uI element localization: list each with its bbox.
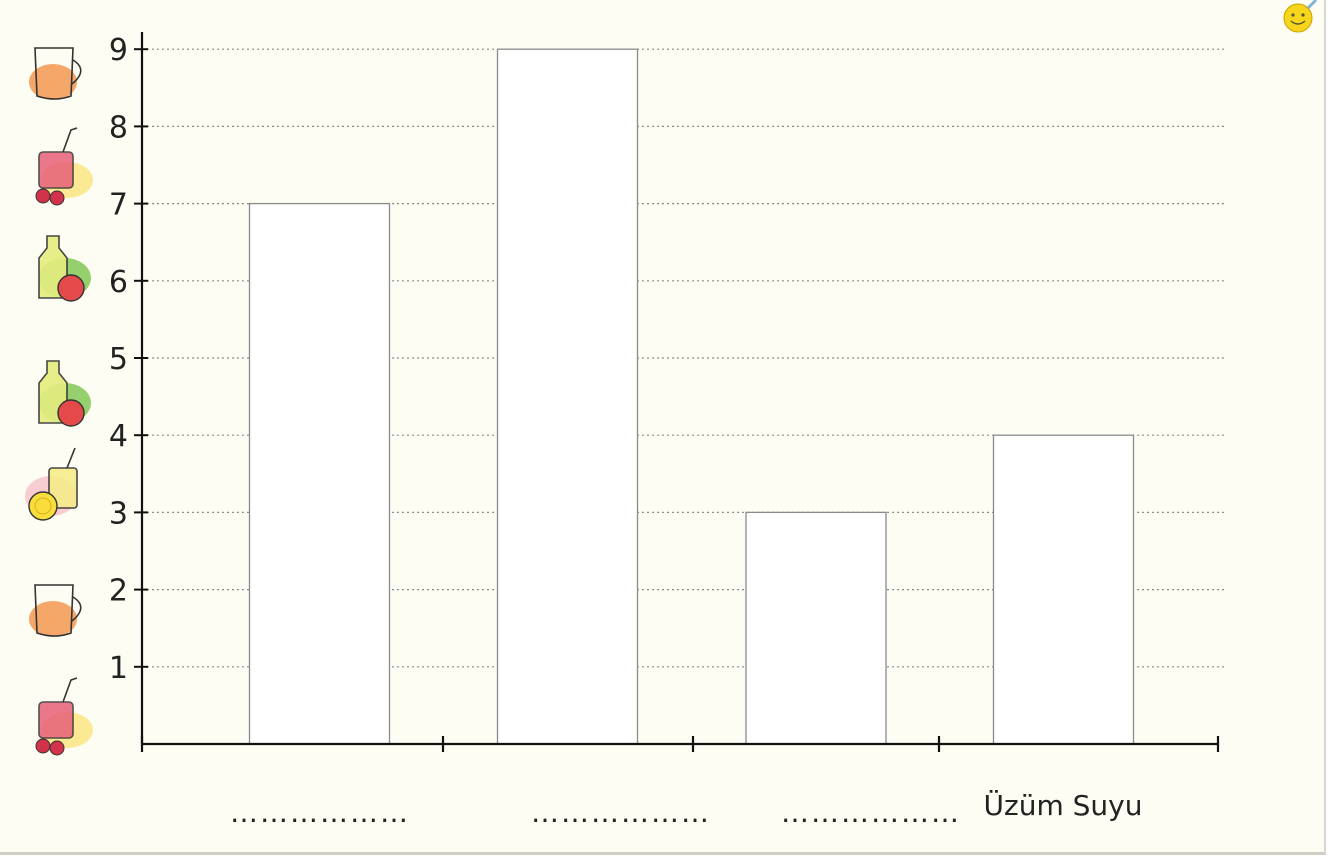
y-tick-label: 8	[109, 110, 128, 145]
pencil-tip	[1306, 0, 1318, 10]
juice-icons	[25, 47, 93, 756]
jug-handle	[71, 59, 82, 85]
axes	[134, 32, 1220, 752]
straw	[62, 677, 78, 703]
bar-2	[496, 48, 639, 745]
smiley-mouth	[1290, 20, 1306, 25]
lemon-slice	[28, 491, 58, 521]
apple	[57, 274, 85, 302]
category-label-4: Üzüm Suyu	[984, 788, 1143, 822]
category-blank-3: ………………	[781, 796, 961, 829]
jug-outline	[34, 47, 74, 100]
glass-outline	[48, 467, 78, 509]
cherry-juice-glass-icon	[35, 127, 93, 206]
y-tick-label: 3	[109, 496, 128, 531]
x-category-labels: ……………… ……………… ……………… Üzüm Suyu	[230, 788, 1142, 829]
lemon-ring	[34, 497, 52, 515]
cherry	[49, 190, 65, 206]
cherry	[35, 188, 51, 204]
bar-4	[992, 434, 1135, 745]
orange-juice-jug-icon	[29, 584, 82, 637]
smiley-eye	[1301, 13, 1305, 17]
glass-outline	[38, 701, 74, 739]
apple-juice-bottle-icon	[38, 235, 91, 302]
bar-3	[745, 511, 887, 745]
juice-splash	[29, 64, 77, 100]
juice-splash	[29, 601, 77, 637]
lemonade-glass-icon	[25, 447, 78, 521]
jug-handle	[71, 596, 82, 622]
smiley-eye	[1291, 13, 1295, 17]
y-tick-label: 1	[109, 651, 128, 686]
y-tick-label: 4	[109, 419, 128, 454]
category-blank-1: ………………	[230, 796, 410, 829]
y-tick-label: 9	[109, 33, 128, 68]
glass-outline	[38, 151, 74, 189]
cherry	[49, 740, 65, 756]
y-tick-labels: 1 2 3 4 5 6 7 8 9	[109, 33, 128, 686]
bars	[248, 48, 1135, 745]
category-blank-2: ………………	[531, 796, 711, 829]
y-tick-label: 2	[109, 574, 128, 609]
smiley-face	[1283, 3, 1313, 33]
bar-1	[248, 202, 391, 745]
apple	[57, 399, 85, 427]
smiley-face-icon	[1283, 0, 1318, 33]
straw	[66, 447, 76, 469]
cherry	[35, 738, 51, 754]
straw	[62, 127, 78, 153]
cherry-juice-glass-icon	[35, 677, 93, 756]
y-tick-label: 6	[109, 265, 128, 300]
orange-juice-jug-icon	[29, 47, 82, 100]
y-tick-label: 7	[109, 188, 128, 223]
corner-decoration	[1283, 0, 1318, 33]
y-tick-label: 5	[109, 342, 128, 377]
apple-juice-bottle-icon	[38, 360, 91, 427]
jug-outline	[34, 584, 74, 637]
